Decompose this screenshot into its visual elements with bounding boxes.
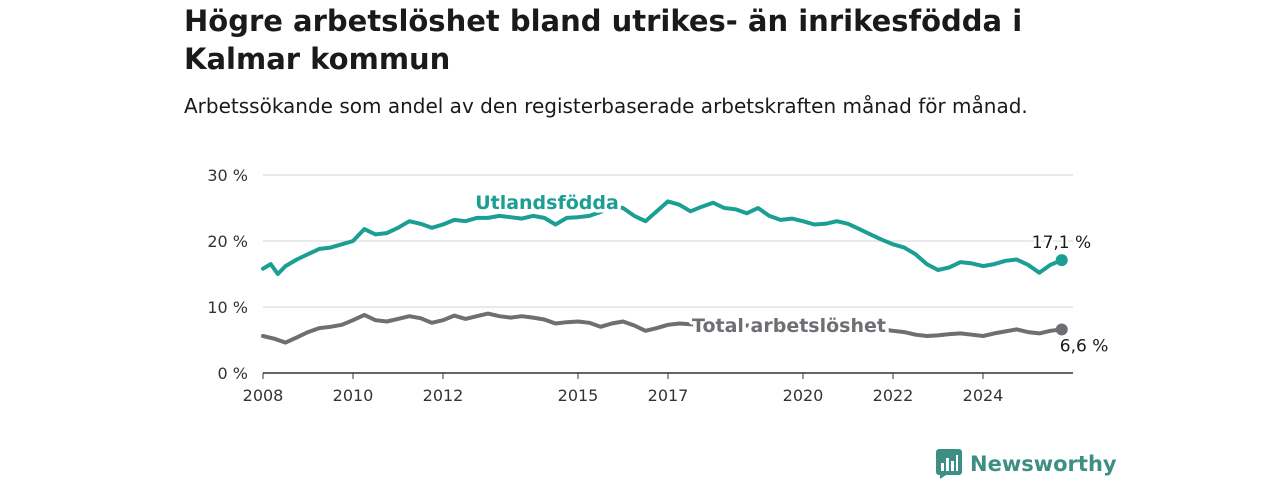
series-line-1 <box>261 311 1064 345</box>
y-tick-label: 0 % <box>218 364 248 383</box>
series-line-0 <box>261 199 1064 276</box>
series-name-label-1: Total arbetslöshet <box>692 315 886 337</box>
chart-title: Högre arbetslöshet bland utrikes- än inr… <box>184 4 1023 76</box>
y-axis-ticks: 0 % 10 % 20 % 30 % <box>207 166 248 383</box>
x-tick-label: 2024 <box>963 386 1004 405</box>
newsworthy-brand[interactable]: Newsworthy <box>936 448 1117 480</box>
series-name-label-0: Utlandsfödda <box>475 192 619 214</box>
x-tick-label: 2012 <box>423 386 464 405</box>
x-tick-label: 2015 <box>558 386 599 405</box>
end-value-label-0: 17,1 % <box>1032 233 1091 253</box>
x-tick-label: 2010 <box>333 386 374 405</box>
end-value-label-1: 6,6 % <box>1060 336 1109 356</box>
y-tick-label: 20 % <box>207 232 248 251</box>
gridlines <box>263 174 1073 374</box>
chart-subtitle: Arbetssökande som andel av den registerb… <box>184 94 1028 118</box>
x-tick-label: 2008 <box>243 386 284 405</box>
y-tick-label: 30 % <box>207 166 248 185</box>
series-labels: Utlandsfödda Total arbetslöshet 17,1 % 6,6 … <box>472 189 1111 359</box>
brand-name: Newsworthy <box>970 452 1117 476</box>
x-tick-label: 2022 <box>873 386 914 405</box>
x-axis-ticks: 2008 2010 2012 2015 2017 2020 2022 2024 <box>243 373 1004 405</box>
series-lines <box>261 199 1068 345</box>
newsworthy-logo-icon <box>936 449 962 479</box>
y-tick-label: 10 % <box>207 298 248 317</box>
x-tick-label: 2017 <box>648 386 689 405</box>
series-end-point-1 <box>1055 323 1068 336</box>
x-tick-label: 2020 <box>783 386 824 405</box>
series-end-point-0 <box>1055 254 1068 267</box>
